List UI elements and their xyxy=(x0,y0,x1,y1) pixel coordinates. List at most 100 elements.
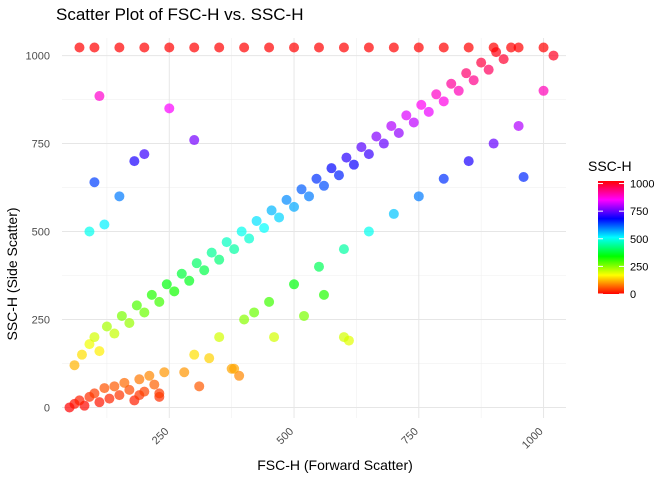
data-point xyxy=(76,349,87,360)
data-point xyxy=(131,300,142,311)
data-point xyxy=(311,173,322,184)
data-point xyxy=(416,99,427,110)
x-tick-label: 750 xyxy=(399,426,420,447)
data-point xyxy=(214,254,225,265)
data-point xyxy=(146,289,157,300)
data-point xyxy=(184,275,195,286)
data-point xyxy=(114,191,125,202)
data-point xyxy=(84,339,95,350)
data-point xyxy=(518,171,529,182)
data-point xyxy=(461,68,472,79)
data-point xyxy=(164,42,175,53)
data-point xyxy=(249,307,260,318)
data-point xyxy=(513,120,524,131)
legend-title: SSC-H xyxy=(588,158,632,174)
data-point xyxy=(513,42,524,53)
data-point xyxy=(538,42,549,53)
data-point xyxy=(269,332,280,343)
data-point xyxy=(408,117,419,128)
data-point xyxy=(338,244,349,255)
data-point xyxy=(289,279,300,290)
data-point xyxy=(149,379,160,390)
data-point xyxy=(463,156,474,167)
data-point xyxy=(99,219,110,230)
data-point xyxy=(333,170,344,181)
data-point xyxy=(191,258,202,269)
color-legend: SSC-H 0 250 500 750 1000 xyxy=(588,158,654,301)
data-point xyxy=(234,370,245,381)
data-point xyxy=(119,377,130,388)
data-point xyxy=(413,191,424,202)
y-tick-label: 250 xyxy=(32,314,50,326)
data-point xyxy=(413,42,424,53)
y-axis-label: SSC-H (Side Scatter) xyxy=(4,207,20,340)
data-point xyxy=(318,180,329,191)
data-point xyxy=(363,149,374,160)
data-point xyxy=(189,135,200,146)
data-point xyxy=(109,328,120,339)
data-point xyxy=(189,349,200,360)
data-point xyxy=(488,42,499,53)
data-point xyxy=(74,395,85,406)
data-point xyxy=(438,173,449,184)
chart-title: Scatter Plot of FSC-H vs. SSC-H xyxy=(56,5,304,24)
data-point xyxy=(226,363,237,374)
data-point xyxy=(363,226,374,237)
data-point xyxy=(393,128,404,138)
data-point xyxy=(423,106,434,117)
data-point xyxy=(229,244,240,255)
grid xyxy=(62,38,566,418)
data-point xyxy=(264,42,275,53)
legend-colorbar xyxy=(598,181,624,294)
y-tick-label: 500 xyxy=(32,227,50,239)
data-point xyxy=(154,296,165,307)
data-point xyxy=(179,367,190,378)
data-point xyxy=(299,310,310,321)
x-axis-label: FSC-H (Forward Scatter) xyxy=(257,457,413,473)
data-point xyxy=(139,386,150,397)
data-point xyxy=(139,307,150,318)
data-point xyxy=(236,226,247,237)
data-point xyxy=(251,215,262,226)
data-point xyxy=(548,50,559,61)
data-point xyxy=(134,374,145,385)
data-point xyxy=(463,42,474,53)
data-point xyxy=(318,289,329,300)
data-point xyxy=(69,360,80,371)
data-point xyxy=(266,205,277,216)
data-point xyxy=(289,201,300,212)
data-point xyxy=(239,314,250,325)
data-point xyxy=(109,381,120,392)
data-point xyxy=(453,85,464,96)
data-point xyxy=(104,393,115,404)
data-point xyxy=(401,110,412,121)
data-point xyxy=(199,265,210,276)
data-point xyxy=(341,152,352,163)
data-point xyxy=(89,388,100,399)
data-point xyxy=(313,42,324,53)
x-axis-ticks: 250 500 750 1000 xyxy=(150,426,546,452)
data-point xyxy=(274,212,285,223)
y-axis-ticks: 0 250 500 750 1000 xyxy=(26,51,50,415)
data-point xyxy=(388,42,399,53)
y-tick-label: 1000 xyxy=(26,51,50,63)
data-point xyxy=(304,191,315,202)
data-point xyxy=(239,42,250,53)
data-point xyxy=(338,332,349,343)
data-point xyxy=(161,279,172,290)
legend-ticks: 0 250 500 750 1000 xyxy=(598,179,654,301)
data-point xyxy=(289,42,300,53)
data-point xyxy=(438,96,449,107)
data-point xyxy=(194,381,205,392)
data-point xyxy=(94,397,105,408)
data-point xyxy=(338,42,349,53)
data-point xyxy=(101,321,112,332)
data-point xyxy=(89,42,100,53)
data-point xyxy=(189,42,200,53)
data-point xyxy=(221,237,232,248)
data-point xyxy=(476,57,487,68)
data-point xyxy=(264,296,275,307)
data-point xyxy=(538,85,549,96)
